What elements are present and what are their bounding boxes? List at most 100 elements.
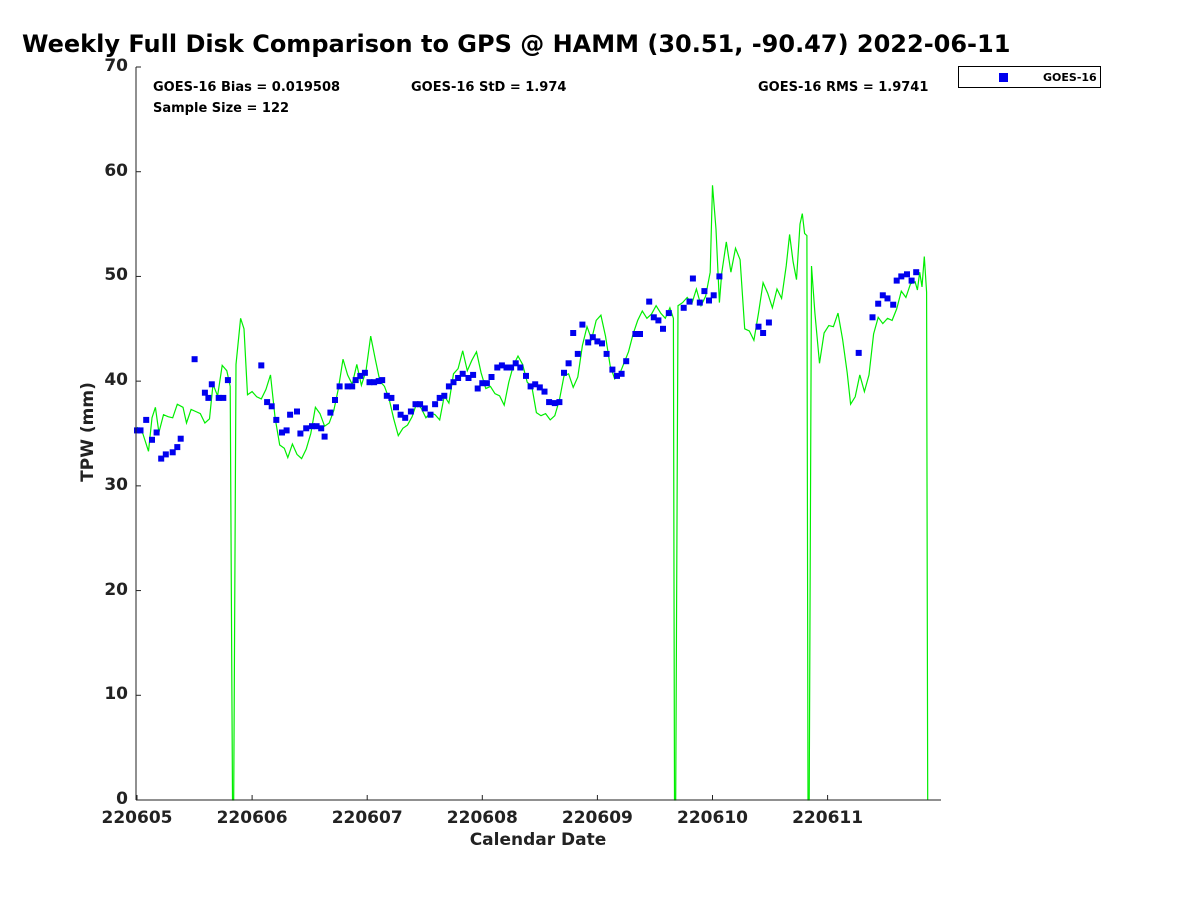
goes-data-point [579, 321, 586, 328]
goes-data-point [397, 411, 404, 418]
y-tick-label: 0 [116, 789, 128, 809]
goes-data-point [686, 298, 693, 305]
goes-data-point [412, 401, 419, 408]
goes-data-point [696, 299, 703, 306]
bias-stat: GOES-16 Bias = 0.019508 [153, 80, 341, 95]
goes-data-point [177, 435, 184, 442]
y-tick-label: 30 [104, 474, 128, 495]
goes-data-point [665, 310, 672, 317]
y-tick-label: 70 [104, 56, 128, 76]
x-tick-label: 220610 [677, 808, 748, 828]
goes-data-point [561, 369, 567, 376]
goes-data-point [205, 394, 212, 401]
x-axis-label: Calendar Date [469, 830, 607, 850]
goes-data-point [417, 401, 424, 408]
goes-data-point [158, 455, 165, 462]
goes-data-point [585, 339, 592, 346]
y-tick-label: 10 [104, 684, 128, 705]
goes-data-point [689, 275, 696, 282]
goes-data-point [441, 392, 448, 399]
goes-data-point [162, 451, 169, 458]
gps-series-line [136, 185, 929, 801]
goes-data-point [450, 379, 457, 386]
goes-data-point [594, 338, 601, 345]
goes-data-point [427, 411, 434, 418]
chart-title: Weekly Full Disk Comparison to GPS @ HAM… [22, 30, 1011, 58]
y-tick-label: 20 [104, 579, 128, 600]
goes-data-point [169, 449, 176, 456]
goes-data-point [445, 383, 452, 390]
goes-data-point [527, 383, 534, 390]
goes-data-point [366, 379, 373, 386]
goes-data-point [352, 377, 359, 384]
y-axis-label: TPW (mm) [78, 382, 98, 482]
goes-data-point [421, 405, 428, 412]
goes-data-point [344, 383, 351, 390]
goes-data-point [336, 383, 343, 390]
goes-data-point [349, 383, 356, 390]
goes-data-point [436, 394, 443, 401]
goes-data-point [494, 364, 501, 371]
goes-data-point [680, 304, 687, 311]
goes-data-point [565, 360, 572, 367]
goes-data-point [879, 292, 886, 299]
goes-data-point [375, 378, 382, 385]
goes-data-point [357, 372, 364, 379]
x-tick-label: 220605 [101, 808, 173, 828]
goes-data-point [258, 362, 265, 369]
goes-data-point [488, 374, 495, 380]
goes-data-point [388, 394, 395, 401]
goes-data-point [599, 340, 605, 347]
y-tick-label: 40 [104, 370, 128, 391]
x-tick-label: 220608 [446, 808, 518, 828]
goes-data-point [208, 381, 215, 388]
y-tick-label: 50 [104, 265, 128, 286]
goes-data-point [904, 271, 910, 278]
goes-data-point [760, 330, 767, 336]
goes-data-point [327, 409, 334, 416]
goes-data-point [459, 370, 466, 377]
goes-data-point [268, 403, 275, 410]
goes-data-point [710, 292, 717, 299]
goes-data-point [551, 400, 558, 407]
goes-data-point [574, 350, 581, 357]
goes-data-point [332, 397, 338, 403]
goes-data-point [309, 423, 315, 430]
goes-data-point [483, 380, 490, 387]
goes-data-point [321, 433, 328, 440]
goes-data-point [264, 399, 271, 406]
goes-data-point [512, 360, 519, 367]
goes-data-point [869, 314, 876, 321]
x-tick-label: 220609 [561, 808, 633, 828]
goes-data-point [137, 427, 144, 434]
x-tick-label: 220611 [792, 808, 864, 828]
goes-data-point [570, 330, 577, 336]
goes-data-point [479, 380, 486, 387]
goes-data-point [279, 429, 285, 436]
goes-data-point [470, 371, 477, 378]
x-tick-label: 220607 [331, 808, 403, 828]
goes-data-point [589, 334, 596, 341]
goes-data-point [655, 317, 662, 324]
goes-data-point [716, 273, 723, 280]
goes-data-point [755, 323, 762, 330]
goes-data-point [201, 389, 208, 396]
goes-data-point [220, 394, 227, 401]
goes-data-point [765, 319, 772, 326]
goes-data-point [287, 411, 294, 418]
goes-data-point [149, 436, 155, 443]
goes-data-point [474, 385, 481, 392]
goes-data-point [609, 366, 616, 373]
goes-data-point [623, 358, 630, 365]
goes-data-point [706, 297, 712, 304]
goes-data-point [313, 423, 320, 430]
goes-data-point [908, 277, 915, 284]
goes-data-point [371, 379, 378, 386]
goes-data-point [646, 298, 653, 305]
goes-data-point [650, 314, 657, 321]
std-stat: GOES-16 StD = 1.974 [411, 80, 567, 95]
goes-data-point [603, 350, 610, 357]
goes-data-point [532, 381, 539, 388]
goes-data-point [546, 399, 553, 406]
goes-data-point [143, 416, 150, 423]
